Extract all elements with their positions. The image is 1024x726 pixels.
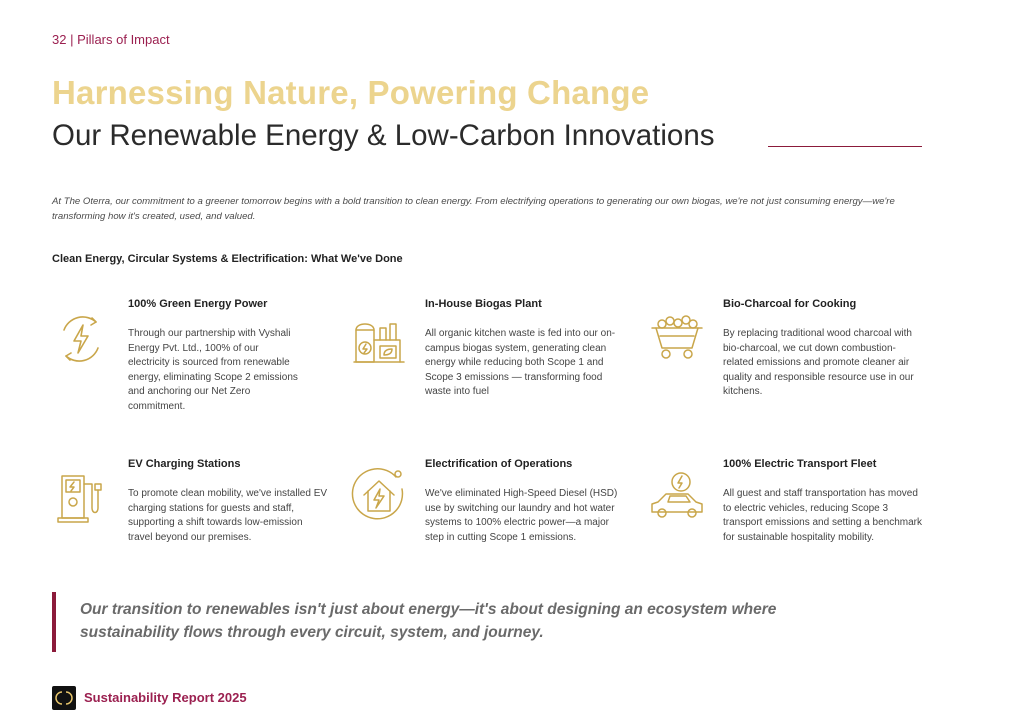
- item-title: Electrification of Operations: [425, 458, 573, 470]
- item-description: To promote clean mobility, we've install…: [128, 488, 328, 543]
- item-title: 100% Green Energy Power: [128, 298, 268, 310]
- charcoal-cart-icon: [648, 310, 706, 368]
- item-description: All guest and staff transportation has m…: [723, 488, 922, 543]
- green-energy-icon: [52, 310, 110, 368]
- page-title: Harnessing Nature, Powering Change: [52, 74, 650, 111]
- header-separator: |: [70, 32, 74, 47]
- brand-logo: [52, 686, 76, 710]
- electric-car-icon: [648, 468, 706, 526]
- item-description: Through our partnership with Vyshali Ene…: [128, 328, 298, 412]
- item-description: We've eliminated High-Speed Diesel (HSD)…: [425, 488, 618, 543]
- item-title: EV Charging Stations: [128, 458, 241, 470]
- item-description: By replacing traditional wood charcoal w…: [723, 328, 914, 397]
- item-description: All organic kitchen waste is fed into ou…: [425, 328, 616, 397]
- item-title: Bio-Charcoal for Cooking: [723, 298, 857, 310]
- biogas-plant-icon: [350, 310, 408, 368]
- report-title: Sustainability Report 2025: [84, 690, 247, 705]
- item-title: 100% Electric Transport Fleet: [723, 458, 877, 470]
- page-header: 32 | Pillars of Impact: [52, 32, 170, 47]
- intro-paragraph: At The Oterra, our commitment to a green…: [52, 196, 895, 222]
- section-name: Pillars of Impact: [77, 32, 170, 47]
- pull-quote: Our transition to renewables isn't just …: [80, 601, 777, 641]
- page-subtitle: Our Renewable Energy & Low-Carbon Innova…: [52, 119, 715, 152]
- section-heading: Clean Energy, Circular Systems & Electri…: [52, 253, 403, 265]
- ev-charger-icon: [52, 470, 110, 528]
- page-number: 32: [52, 32, 67, 47]
- title-rule: [768, 146, 922, 147]
- item-title: In-House Biogas Plant: [425, 298, 542, 310]
- electric-home-icon: [350, 465, 408, 523]
- quote-bar: [52, 592, 56, 652]
